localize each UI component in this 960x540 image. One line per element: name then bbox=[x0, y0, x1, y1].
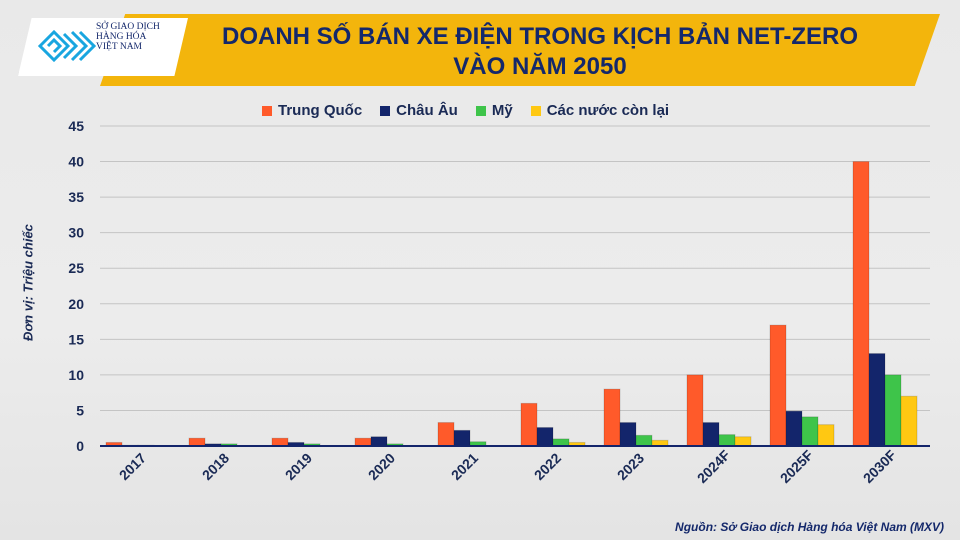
bar-châu-âu bbox=[536, 427, 554, 447]
bar-trung-quốc bbox=[354, 437, 372, 447]
x-tick-label: 2030F bbox=[860, 446, 900, 486]
legend-swatch bbox=[475, 105, 486, 116]
x-tick-label: 2022 bbox=[531, 450, 564, 483]
logo bbox=[18, 18, 188, 76]
x-tick-label: 2025F bbox=[777, 446, 817, 486]
bar-châu-âu bbox=[702, 422, 720, 447]
title-line-1: DOANH SỐ BÁN XE ĐIỆN TRONG KỊCH BẢN NET-… bbox=[221, 23, 859, 50]
bar-châu-âu bbox=[785, 410, 803, 447]
legend-swatch bbox=[380, 105, 391, 116]
y-tick-label: 45 bbox=[68, 118, 84, 134]
legend-item: Các nước còn lại bbox=[530, 102, 669, 119]
bar-các-nước-còn-lại bbox=[734, 436, 752, 447]
bar-trung-quốc bbox=[520, 402, 538, 447]
bar-các-nước-còn-lại bbox=[900, 395, 918, 447]
bar-trung-quốc bbox=[769, 324, 787, 447]
bar-mỹ bbox=[635, 434, 653, 447]
y-tick-label: 20 bbox=[68, 296, 84, 312]
bar-châu-âu bbox=[868, 353, 886, 447]
bar-mỹ bbox=[718, 434, 736, 447]
y-tick-label: 30 bbox=[68, 225, 84, 241]
bar-châu-âu bbox=[619, 422, 637, 447]
x-tick-label: 2021 bbox=[448, 450, 481, 483]
bar-trung-quốc bbox=[188, 437, 206, 447]
title-banner bbox=[100, 14, 940, 86]
bar-mỹ bbox=[801, 416, 819, 447]
bar-trung-quốc bbox=[437, 422, 455, 447]
logo-text: SỞ GIAO DỊCH HÀNG HÓA VIỆT NAM bbox=[96, 22, 160, 52]
bar-châu-âu bbox=[453, 429, 471, 447]
x-tick-label: 2018 bbox=[199, 450, 232, 483]
bar-mỹ bbox=[884, 374, 902, 447]
y-tick-label: 40 bbox=[68, 154, 84, 170]
y-tick-label: 15 bbox=[68, 331, 84, 347]
bar-trung-quốc bbox=[271, 437, 289, 447]
bar-châu-âu bbox=[370, 436, 388, 447]
x-tick-label: 2019 bbox=[282, 450, 315, 483]
logo-mark-icon bbox=[38, 29, 97, 63]
legend-swatch bbox=[262, 105, 272, 116]
bar-các-nước-còn-lại bbox=[817, 424, 835, 447]
bar-trung-quốc bbox=[603, 388, 621, 447]
bar-trung-quốc bbox=[686, 374, 704, 447]
x-tick-label: 2024F bbox=[694, 446, 734, 486]
legend-item: Mỹ bbox=[475, 102, 513, 119]
y-tick-label: 35 bbox=[68, 189, 84, 205]
x-tick-label: 2020 bbox=[365, 450, 398, 483]
y-tick-label: 0 bbox=[76, 438, 84, 454]
y-tick-label: 10 bbox=[68, 367, 84, 383]
bar-mỹ bbox=[552, 438, 570, 447]
chart-title: DOANH SỐ BÁN XE ĐIỆN TRONG KỊCH BẢN NET-… bbox=[200, 22, 880, 82]
x-tick-label: 2017 bbox=[116, 450, 149, 483]
legend: Trung Quốc Châu Âu Mỹ Các nước còn lại bbox=[262, 102, 669, 119]
legend-swatch bbox=[530, 105, 541, 116]
source-note: Nguồn: Sở Giao dịch Hàng hóa Việt Nam (M… bbox=[675, 520, 944, 534]
y-tick-label: 5 bbox=[76, 402, 84, 418]
bar-trung-quốc bbox=[852, 161, 870, 447]
legend-item: Châu Âu bbox=[380, 102, 458, 119]
title-line-2: VÀO NĂM 2050 bbox=[453, 53, 627, 80]
y-tick-label: 25 bbox=[68, 260, 84, 276]
x-tick-label: 2023 bbox=[614, 450, 647, 483]
legend-item: Trung Quốc bbox=[262, 102, 362, 119]
